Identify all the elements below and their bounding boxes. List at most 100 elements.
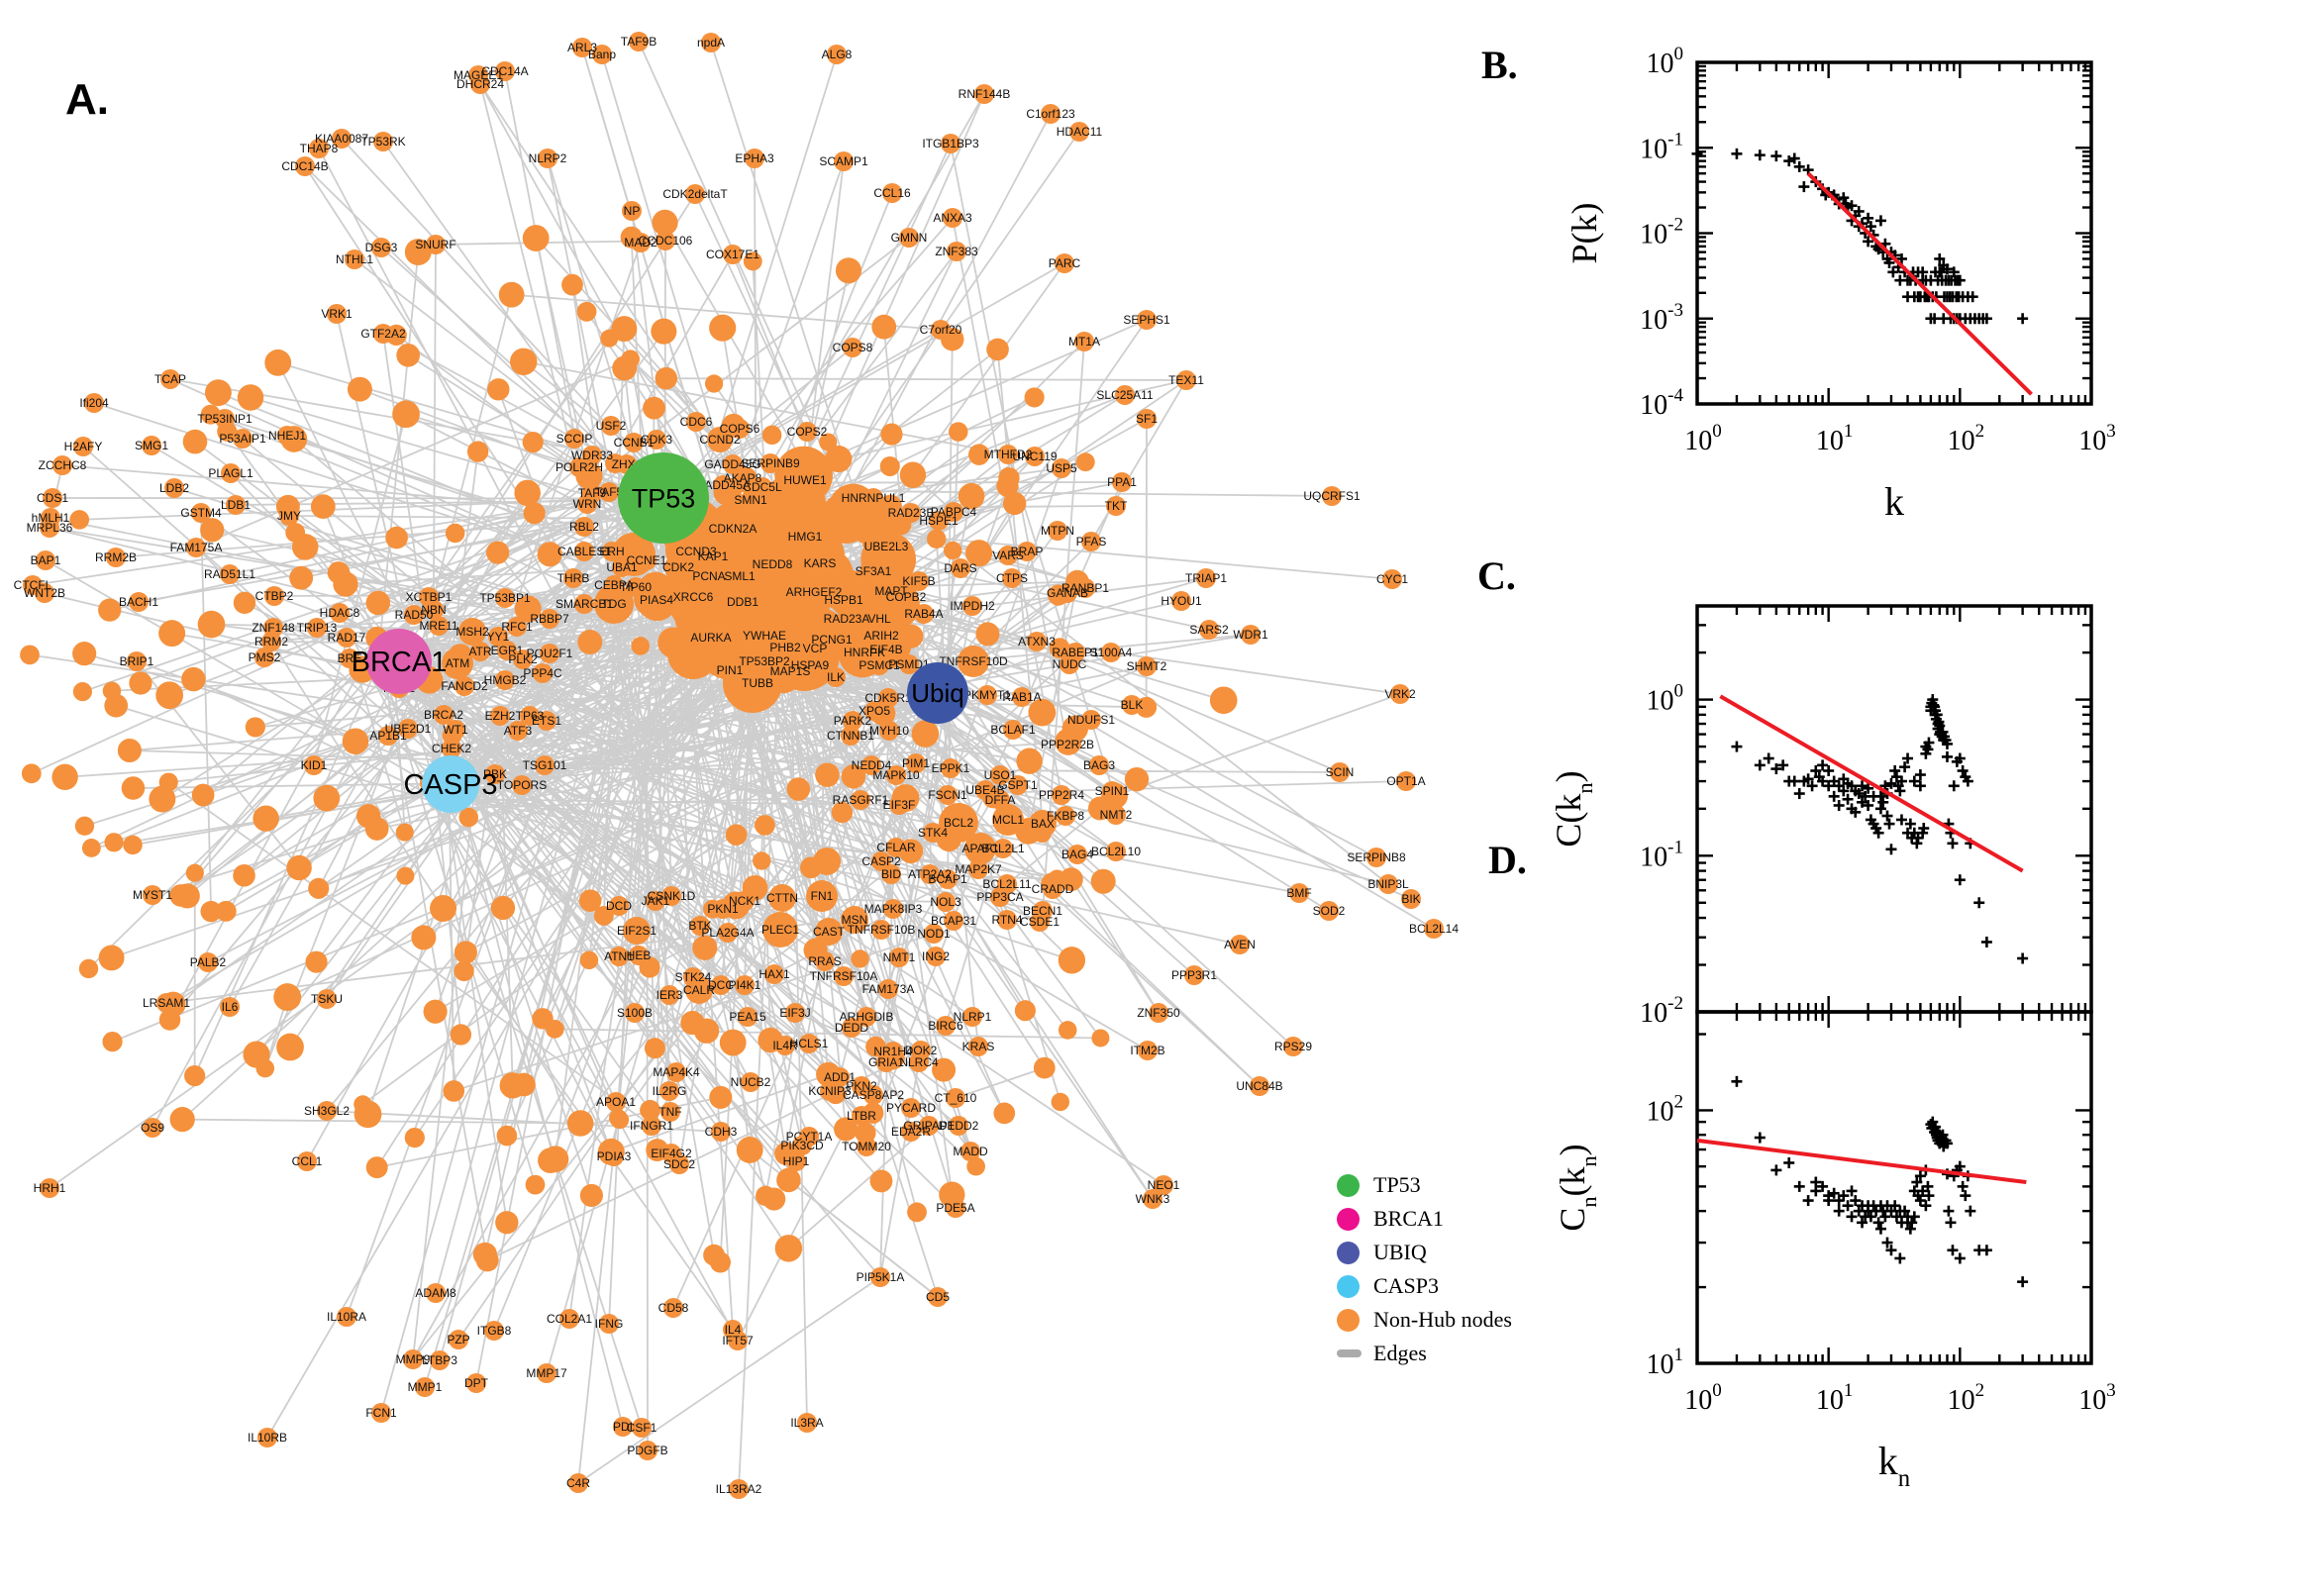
- network-node: [1106, 496, 1126, 516]
- network-node: [73, 437, 93, 456]
- network-node: [621, 349, 640, 369]
- network-node: [775, 1036, 795, 1055]
- network-node: [949, 1116, 968, 1136]
- network-node: [851, 949, 869, 968]
- axis-tick-label: 100: [1684, 421, 1722, 456]
- network-node-label: STK24: [675, 970, 712, 984]
- network-node-label: CDC6: [680, 415, 713, 429]
- network-node: [415, 1377, 435, 1397]
- network-node: [914, 604, 934, 624]
- network-node: [964, 540, 993, 567]
- scatter-points: [1731, 694, 2029, 964]
- network-node: [226, 495, 246, 515]
- network-node: [685, 184, 705, 204]
- network-node-label: BCLAF1: [990, 723, 1036, 737]
- network-node: [792, 648, 828, 683]
- network-node-label: MRE11: [419, 619, 457, 633]
- network-node-label: IL13RA2: [716, 1482, 762, 1496]
- network-node: [998, 467, 1020, 489]
- network-node: [327, 561, 351, 584]
- network-node: [666, 1062, 686, 1082]
- network-node-label: TP53RK: [360, 135, 405, 149]
- network-node: [484, 1321, 504, 1341]
- network-node: [815, 918, 843, 946]
- network-node-label: RAD23A: [824, 612, 870, 626]
- network-node: [1176, 370, 1196, 390]
- network-node: [683, 587, 703, 607]
- network-node: [1074, 332, 1094, 351]
- network-node: [604, 575, 624, 595]
- network-node: [899, 228, 919, 248]
- network-node: [72, 642, 97, 666]
- network-node: [497, 641, 517, 660]
- network-node: [434, 705, 454, 725]
- network-node-label: WRN: [573, 497, 602, 511]
- network-node-label: BECN1: [1023, 904, 1062, 918]
- network-node: [454, 941, 477, 964]
- network-node: [233, 429, 252, 449]
- network-node-label: PZP: [447, 1333, 469, 1347]
- network-node-label: PIAS4: [640, 593, 673, 607]
- network-node-label: KRAS: [962, 1040, 995, 1053]
- network-node: [373, 324, 393, 344]
- network-node: [1401, 889, 1421, 909]
- network-node: [998, 546, 1018, 565]
- network-node-label: FN1: [811, 889, 834, 903]
- network-node-label: MAD2: [624, 236, 657, 249]
- network-node-label: RBBP7: [530, 612, 569, 626]
- network-node: [1143, 1189, 1162, 1209]
- axis-title: P(k): [1565, 203, 1604, 264]
- network-node-label: VARS: [992, 549, 1024, 562]
- network-node: [538, 1147, 563, 1174]
- network-node-label: POU2F1: [527, 647, 573, 660]
- network-node: [1008, 775, 1028, 795]
- network-node-label: EZH2: [485, 709, 516, 723]
- axis-tick-label: 10-2: [1640, 993, 1683, 1029]
- network-node-label: PPA1: [1107, 475, 1137, 489]
- network-node: [857, 1137, 876, 1156]
- network-node: [1028, 698, 1057, 727]
- network-node: [613, 1417, 633, 1437]
- network-node: [1027, 632, 1047, 651]
- network-node-label: BIRC6: [928, 1019, 963, 1033]
- network-node-label: NTHL1: [336, 252, 373, 266]
- network-node: [1049, 638, 1070, 659]
- network-node-label: NEO1: [1148, 1178, 1180, 1192]
- network-node-label: TNF: [658, 1105, 681, 1119]
- network-node-label: TOMM20: [842, 1140, 891, 1153]
- network-node: [659, 985, 679, 1005]
- network-node: [277, 426, 297, 446]
- network-node-label: PIK3CD: [780, 1139, 824, 1152]
- network-node-label: XCTBP1: [406, 590, 453, 604]
- network-node-label: ATF3: [504, 724, 533, 738]
- network-node: [626, 577, 646, 597]
- network-node: [889, 795, 909, 815]
- network-node: [815, 951, 835, 971]
- network-node: [938, 785, 958, 805]
- network-node: [513, 649, 533, 669]
- network-node-label: CASP2: [861, 854, 901, 868]
- network-node-label: TNFRSF10D: [939, 654, 1008, 668]
- network-node: [1081, 532, 1101, 551]
- network-node: [899, 654, 919, 674]
- network-node-label: NHEJ1: [268, 429, 306, 443]
- network-node-label: CCDC106: [639, 234, 693, 248]
- network-node-label: BTK: [688, 919, 711, 933]
- network-node: [592, 45, 612, 64]
- network-node: [958, 482, 985, 510]
- network-node: [257, 1428, 277, 1447]
- network-node: [878, 979, 898, 999]
- network-node-label: NP: [624, 204, 641, 218]
- network-node-label: CYC1: [1376, 572, 1408, 586]
- network-node-label: PKMYT1: [963, 688, 1011, 702]
- network-node-label: DEDD2: [939, 1119, 979, 1133]
- network-node: [582, 446, 602, 465]
- network-node-label: BRCA2: [424, 708, 463, 722]
- network-node-label: NEDD8: [753, 557, 793, 571]
- network-node-label: AKAP8: [724, 471, 762, 485]
- network-node-label: SF1: [1136, 412, 1158, 426]
- network-node: [525, 1174, 546, 1195]
- network-node: [123, 835, 143, 855]
- network-node: [651, 318, 677, 345]
- network-node-label: ATN1: [604, 949, 634, 963]
